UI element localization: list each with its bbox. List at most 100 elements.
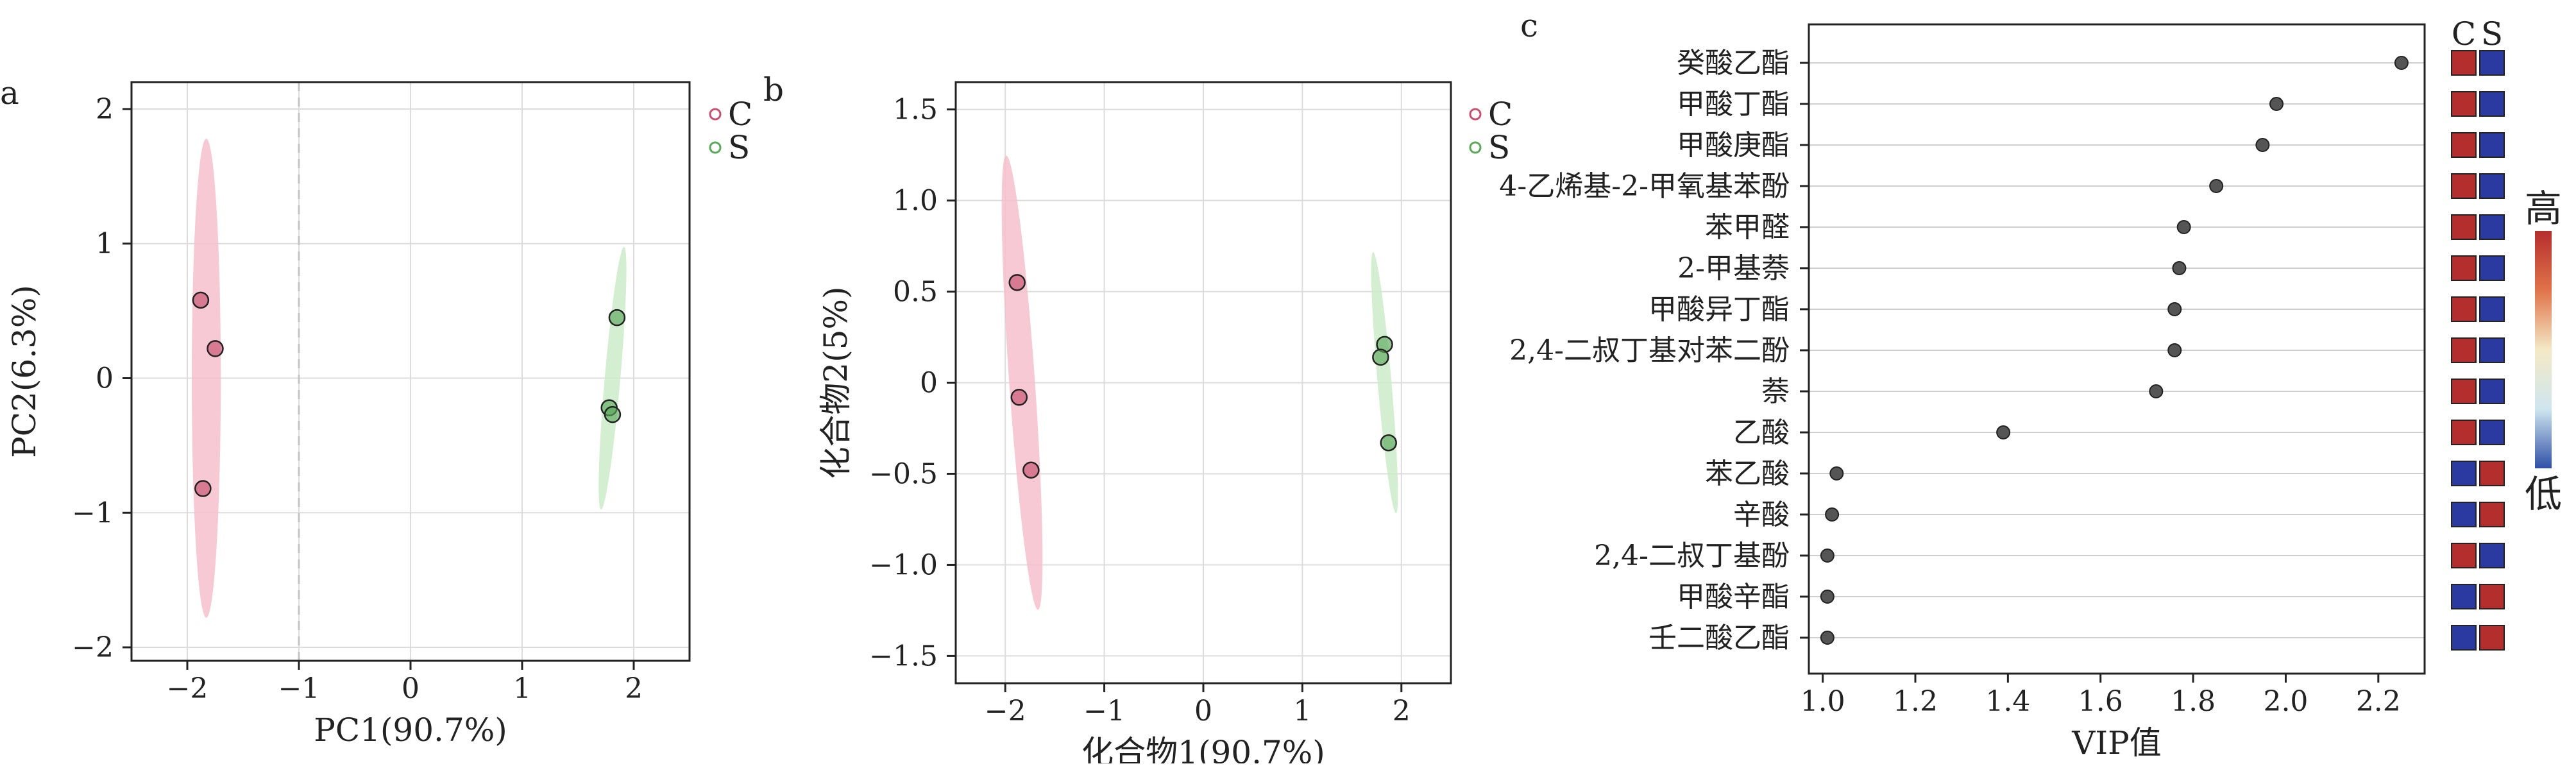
data-point-C	[1022, 461, 1040, 479]
vip-point	[2394, 56, 2409, 70]
heatmap-cell	[2451, 214, 2477, 240]
x-tick-label: −2	[167, 672, 208, 705]
heatmap-cell	[2451, 91, 2477, 117]
y-tick-label: 0	[920, 367, 938, 400]
heatmap-cell	[2451, 50, 2477, 76]
vip-point	[1820, 590, 1835, 604]
compound-label: 辛酸	[1733, 498, 1790, 531]
plot-frame	[1808, 23, 2426, 675]
y-tick-label: −1	[72, 497, 114, 529]
y-tick-label: 1.0	[893, 185, 938, 217]
x-tick-label: 1	[1293, 695, 1311, 728]
data-point-S	[608, 309, 626, 327]
compound-label: 萘	[1761, 375, 1790, 408]
colorbar	[2535, 231, 2552, 468]
x-tick-label: 1.8	[2171, 685, 2216, 718]
colorbar-low-label: 低	[2525, 472, 2562, 516]
vip-point	[1820, 549, 1835, 563]
legend-label-S: S	[1488, 129, 1510, 166]
compound-label: 2,4-二叔丁基酚	[1594, 540, 1790, 572]
x-tick-label: 1	[513, 672, 531, 705]
y-tick-label: 1.5	[893, 94, 938, 126]
heatmap-cell	[2479, 502, 2505, 527]
panel-a: a −2 −1 0 1 2 −2 −1 0 1 2 PC1(90.7%) PC2(6.3%) CS	[0, 74, 752, 749]
heatmap-cell	[2451, 132, 2477, 158]
heatmap-cell	[2479, 214, 2505, 240]
y-tick-label: 1	[96, 228, 114, 260]
vip-point	[2209, 179, 2224, 193]
heatmap-cell	[2479, 379, 2505, 404]
data-point-S	[1380, 434, 1397, 452]
x-axis-label: PC1(90.7%)	[314, 711, 507, 749]
x-tick-label: 1.6	[2078, 685, 2123, 718]
heatmap-cell	[2479, 50, 2505, 76]
compound-label: 苯乙酸	[1705, 457, 1790, 490]
heatmap-cell	[2479, 91, 2505, 117]
heatmap-cell	[2451, 543, 2477, 568]
compound-label: 甲酸异丁酯	[1648, 293, 1790, 326]
heatmap-column-label-C: C	[2452, 15, 2476, 53]
vip-point	[2176, 220, 2191, 234]
y-tick-label: −0.5	[869, 457, 938, 490]
legend-label-C: C	[1488, 96, 1513, 133]
compound-label: 甲酸丁酯	[1677, 88, 1790, 121]
confidence-ellipse-C	[191, 139, 221, 618]
heatmap-cell	[2451, 296, 2477, 322]
y-tick-label: −2	[72, 631, 114, 664]
y-tick-label: 2	[96, 93, 114, 126]
heatmap-cell	[2451, 502, 2477, 527]
vip-point	[1825, 507, 1840, 522]
heatmap-cell	[2479, 543, 2505, 568]
panel-label: a	[0, 74, 19, 112]
legend-label-C: C	[728, 96, 752, 133]
legend-marker-S	[709, 141, 722, 154]
vip-point	[2149, 384, 2164, 398]
panel-label: c	[1520, 7, 1538, 44]
vip-point	[2167, 302, 2182, 316]
heatmap-cell	[2479, 173, 2505, 199]
compound-label: 苯甲醛	[1705, 211, 1790, 244]
x-tick-label: 2	[1393, 695, 1411, 728]
vip-point	[2255, 138, 2270, 152]
heatmap-cell	[2479, 625, 2505, 651]
heatmap-cell	[2479, 132, 2505, 158]
compound-label: 甲酸庚酯	[1677, 129, 1790, 162]
heatmap-cell	[2451, 379, 2477, 404]
heatmap-cell	[2479, 255, 2505, 281]
heatmap-cell	[2451, 337, 2477, 363]
x-tick-label: 0	[1194, 695, 1212, 728]
heatmap-cell	[2479, 420, 2505, 445]
x-tick-label: −1	[278, 672, 320, 705]
x-tick-label: 1.2	[1893, 685, 1938, 718]
legend-marker-S	[1469, 141, 1482, 154]
data-point-S	[1372, 348, 1389, 366]
y-tick-label: 0	[96, 362, 114, 395]
confidence-ellipse-C	[1001, 155, 1043, 610]
compound-label: 4-乙烯基-2-甲氧基苯酚	[1499, 170, 1790, 203]
legend-marker-C	[709, 108, 722, 121]
legend-marker-C	[1469, 108, 1482, 121]
x-tick-label: 1.0	[1801, 685, 1845, 718]
heatmap-cell	[2451, 584, 2477, 609]
x-axis-label: VIP值	[2071, 724, 2162, 762]
x-tick-label: −2	[985, 695, 1026, 728]
data-point-C	[192, 291, 210, 309]
compound-label: 2-甲基萘	[1677, 252, 1790, 285]
y-axis-label: 化合物2(5%)	[817, 286, 854, 479]
heatmap-cell	[2479, 337, 2505, 363]
x-tick-label: −1	[1083, 695, 1125, 728]
x-tick-label: 2.0	[2263, 685, 2308, 718]
panel-label: b	[763, 71, 784, 108]
y-tick-label: 0.5	[893, 276, 938, 309]
heatmap-cell	[2451, 255, 2477, 281]
x-tick-label: 0	[402, 672, 419, 705]
colorbar-high-label: 高	[2525, 187, 2562, 230]
x-axis-label: 化合物1(90.7%)	[1081, 734, 1325, 763]
x-tick-label: 2	[625, 672, 643, 705]
data-point-C	[207, 340, 224, 357]
heatmap-cell	[2479, 584, 2505, 609]
heatmap-cell	[2451, 173, 2477, 199]
data-point-S	[604, 405, 622, 423]
